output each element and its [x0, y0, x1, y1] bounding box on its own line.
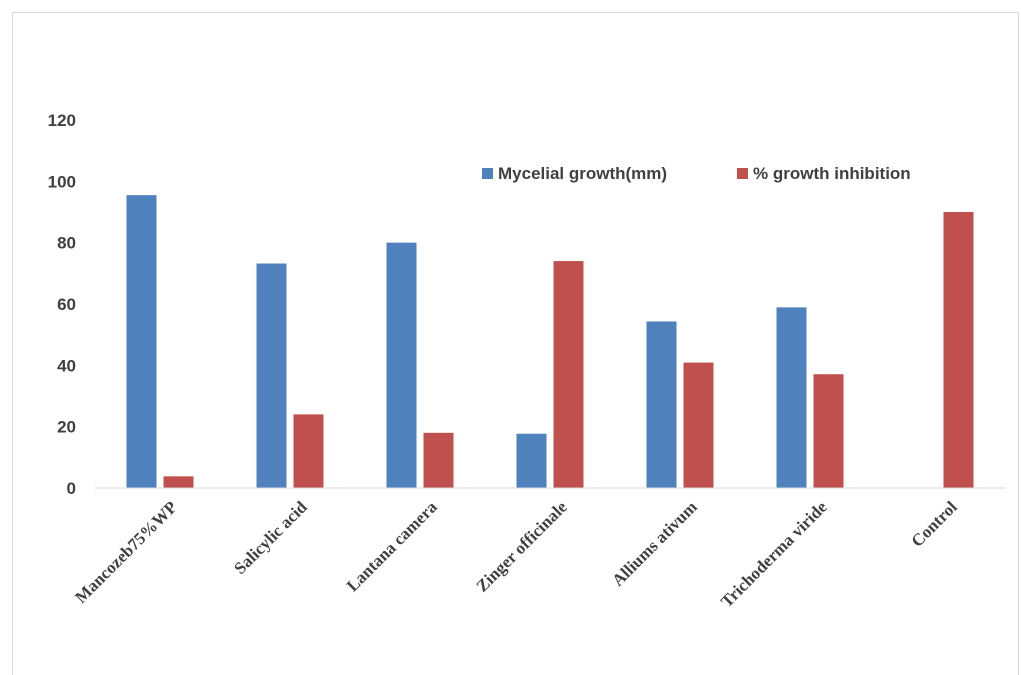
x-tick-label: Alliums ativum: [608, 497, 701, 590]
growth-inhibition-bar: [553, 261, 584, 488]
y-tick-label: 0: [67, 479, 76, 498]
chart-frame: [12, 12, 1019, 675]
legend-swatch: [737, 168, 748, 179]
y-tick-label: 40: [57, 356, 76, 375]
y-axis-ticks: 0 20 40 60 80 100 120: [48, 111, 76, 498]
mycelial-growth-bar: [126, 195, 157, 488]
x-tick-label: Trichoderma viride: [717, 497, 831, 611]
legend-label: Mycelial growth(mm): [498, 164, 667, 183]
y-tick-label: 60: [57, 295, 76, 314]
growth-inhibition-bar: [163, 476, 194, 488]
mycelial-growth-bar: [256, 263, 287, 488]
x-axis-ticks: Mancozeb75%WP Salicylic acid Lantana camer…: [71, 497, 961, 611]
x-tick-label: Lantana camera: [343, 497, 441, 595]
legend-label: % growth inhibition: [753, 164, 911, 183]
mycelial-growth-bar: [516, 433, 547, 488]
x-tick-label: Mancozeb75%WP: [71, 497, 181, 607]
x-tick-label: Control: [908, 497, 961, 550]
legend: Mycelial growth(mm) % growth inhibition: [482, 164, 911, 183]
mycelial-growth-bar: [646, 321, 677, 488]
growth-inhibition-bar: [813, 374, 844, 488]
legend-swatch: [482, 168, 493, 179]
growth-inhibition-bar: [423, 432, 454, 488]
x-tick-label: Salicylic acid: [230, 497, 311, 578]
y-tick-label: 100: [48, 172, 76, 191]
mycelial-growth-bar: [386, 242, 417, 488]
growth-inhibition-bar: [943, 212, 974, 488]
y-tick-label: 80: [57, 234, 76, 253]
y-tick-label: 20: [57, 418, 76, 437]
mycelial-growth-bar: [776, 307, 807, 488]
y-tick-label: 120: [48, 111, 76, 130]
growth-inhibition-bar: [683, 362, 714, 488]
x-tick-label: Zinger officinale: [472, 497, 571, 596]
growth-inhibition-bar: [293, 414, 324, 488]
bars-group: [126, 195, 974, 488]
